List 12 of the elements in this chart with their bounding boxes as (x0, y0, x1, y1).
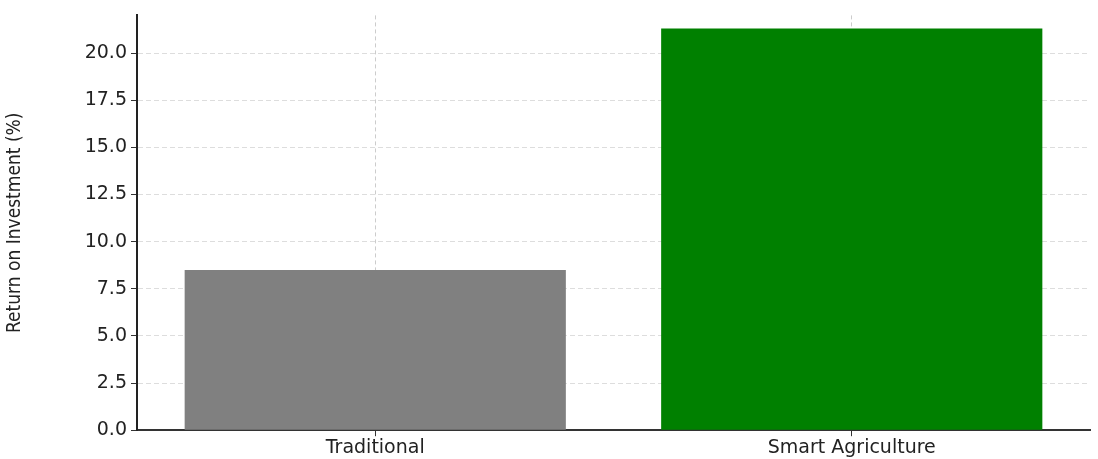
y-tick-label: 10.0 (84, 228, 127, 251)
y-tick-label: 12.5 (84, 181, 127, 204)
y-tick-label: 20.0 (84, 40, 127, 63)
x-tick-label: Smart Agriculture (767, 434, 936, 457)
x-tick-label: Traditional (324, 434, 425, 457)
y-axis-title: Return on Investment (%) (2, 112, 25, 334)
y-tick-label: 5.0 (96, 322, 127, 345)
y-tick-label: 15.0 (84, 134, 127, 157)
y-tick-label: 2.5 (96, 370, 127, 392)
y-tick-label: 7.5 (96, 275, 127, 298)
y-tick-label: 17.5 (84, 87, 127, 110)
y-tick-label: 0.0 (96, 417, 127, 440)
